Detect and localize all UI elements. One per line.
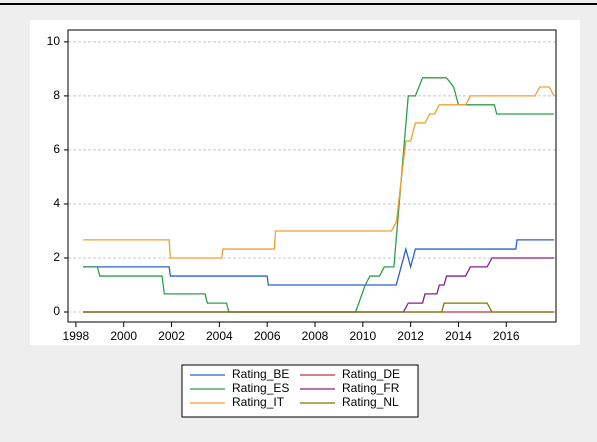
- y-tick-label: 2: [53, 250, 60, 264]
- y-tick-label: 8: [53, 88, 60, 102]
- legend-label: Rating_BE: [232, 367, 289, 381]
- y-tick-label: 4: [53, 196, 60, 210]
- legend-box: [181, 364, 419, 418]
- legend-label: Rating_NL: [342, 395, 399, 409]
- series-line: [83, 77, 555, 313]
- x-tick-label: 2002: [158, 329, 185, 343]
- y-tick-label: 0: [53, 304, 60, 318]
- legend-label: Rating_IT: [232, 395, 285, 409]
- x-tick-label: 2014: [445, 329, 472, 343]
- x-tick-label: 2012: [397, 329, 424, 343]
- x-tick-label: 2016: [493, 329, 520, 343]
- x-tick-label: 2008: [302, 329, 329, 343]
- series-line: [83, 257, 555, 313]
- x-tick-label: 1998: [63, 329, 90, 343]
- series-line: [83, 239, 555, 286]
- x-tick-label: 2006: [254, 329, 281, 343]
- x-tick-label: 2004: [206, 329, 233, 343]
- y-tick-label: 6: [53, 142, 60, 156]
- series-line: [83, 302, 555, 313]
- y-tick-label: 10: [47, 34, 61, 48]
- plot-frame: [67, 29, 557, 323]
- x-tick-label: 2010: [349, 329, 376, 343]
- series-line: [83, 86, 555, 259]
- x-tick-label: 2000: [110, 329, 137, 343]
- legend-label: Rating_DE: [342, 367, 400, 381]
- plot-panel: [30, 20, 580, 345]
- legend-label: Rating_FR: [342, 381, 400, 395]
- legend-label: Rating_ES: [232, 381, 289, 395]
